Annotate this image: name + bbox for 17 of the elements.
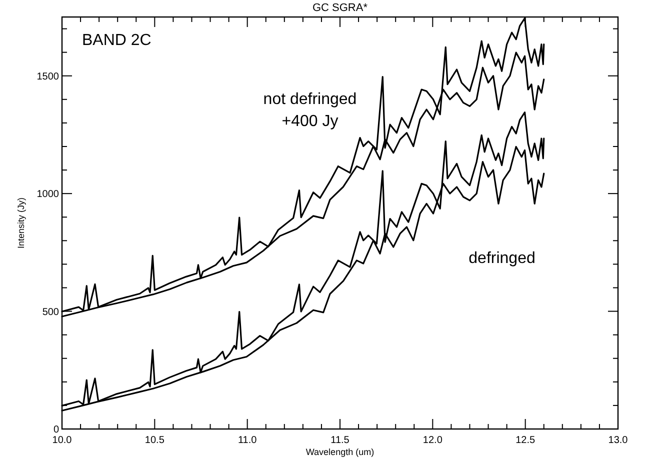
y-tick-label: 1000 [36,189,60,200]
y-tick-label: 1500 [36,71,60,82]
x-tick-label: 13.0 [608,435,628,446]
y-axis-title: Intensity (Jy) [16,197,26,249]
x-tick-label: 11.0 [238,435,258,446]
x-axis-title: Wavelength (um) [306,447,374,457]
chart-title: GC SGRA* [312,2,368,14]
y-tick-label: 500 [42,306,60,318]
annotation: not defringed +400 Jy [263,91,357,130]
y-tick-label: 0 [53,424,60,436]
x-tick-label: 10.5 [144,435,165,446]
x-tick-label: 11.5 [330,435,350,446]
annotation: defringed [468,250,536,267]
annotation: BAND 2C [82,32,152,49]
x-tick-label: 10.0 [52,435,72,446]
x-tick-label: 12.0 [422,435,443,446]
x-tick-label: 12.5 [516,435,536,446]
